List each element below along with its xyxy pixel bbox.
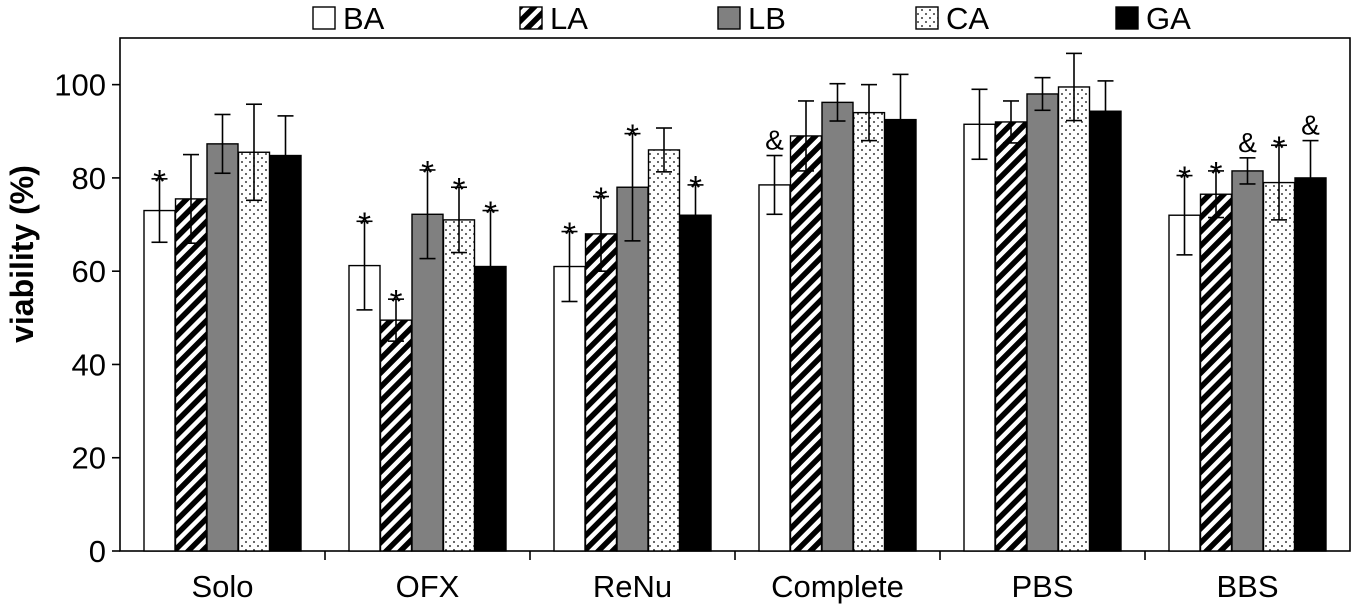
significance-marker: * (1178, 160, 1191, 197)
bar (584, 233, 618, 552)
bar (758, 184, 791, 552)
bar (1168, 214, 1201, 552)
bar (348, 264, 381, 552)
significance-marker: & (1301, 110, 1320, 141)
legend-label: CA (946, 1, 989, 36)
significance-marker: * (484, 195, 497, 232)
x-tick-label: OFX (396, 569, 460, 604)
legend-label: LB (748, 1, 786, 36)
significance-marker: * (689, 169, 702, 206)
bar (647, 149, 681, 552)
legend: BA LA LB CA GA (312, 1, 1191, 36)
bar (553, 265, 586, 552)
x-tick-label: BBS (1216, 569, 1278, 604)
significance-marker: * (1273, 129, 1286, 166)
x-tick-label: Complete (771, 569, 904, 604)
y-axis-title: viability (%) (4, 165, 40, 343)
legend-label: LA (550, 1, 588, 36)
y-tick-label: 80 (72, 161, 106, 196)
y-tick-label: 40 (72, 347, 106, 382)
legend-label: BA (343, 1, 385, 36)
y-tick-label: 20 (72, 441, 106, 476)
significance-marker: & (765, 125, 784, 156)
bar (411, 213, 444, 552)
bar (174, 198, 208, 552)
bar (616, 186, 649, 552)
significance-marker: * (563, 216, 576, 253)
legend-swatch (717, 6, 741, 30)
significance-marker: * (595, 181, 608, 218)
significance-marker: * (390, 283, 403, 320)
bar (789, 135, 823, 552)
plot-frame (119, 37, 1351, 552)
bar (1262, 181, 1296, 552)
bar (852, 111, 886, 552)
bar (237, 151, 271, 552)
bar (206, 143, 239, 552)
bar (1057, 86, 1091, 552)
bar (143, 209, 176, 552)
bar (884, 118, 917, 552)
y-tick-label: 60 (72, 254, 106, 289)
significance-marker: * (358, 205, 371, 242)
significance-marker: * (453, 171, 466, 208)
significance-marker: & (1238, 127, 1257, 158)
legend-swatch (915, 6, 939, 30)
x-tick-label: ReNu (593, 569, 672, 604)
significance-marker: * (421, 154, 434, 191)
significance-marker: * (626, 118, 639, 155)
bar (1026, 93, 1059, 552)
bar (679, 214, 712, 552)
significance-marker: * (1210, 155, 1223, 192)
significance-marker: * (153, 163, 166, 200)
legend-swatch (312, 6, 336, 30)
bar (1199, 193, 1233, 552)
bar (821, 101, 854, 552)
y-tick-label: 100 (54, 68, 106, 103)
bar (1231, 170, 1264, 552)
plot-area: 0 20 40 60 80 100 Solo * OFX * * * * * ReNu * * * * Complet… (54, 37, 1351, 604)
x-tick-label: Solo (191, 569, 253, 604)
legend-swatch (519, 6, 543, 30)
x-tick-label: PBS (1011, 569, 1073, 604)
bar (442, 219, 476, 552)
bar (994, 121, 1028, 552)
legend-label: GA (1146, 1, 1191, 36)
bar (1089, 110, 1122, 552)
legend-swatch (1115, 6, 1139, 30)
bar (379, 319, 413, 552)
bar (269, 154, 302, 552)
bar (963, 123, 996, 552)
bar (1294, 177, 1327, 552)
y-tick-label: 0 (89, 534, 106, 569)
